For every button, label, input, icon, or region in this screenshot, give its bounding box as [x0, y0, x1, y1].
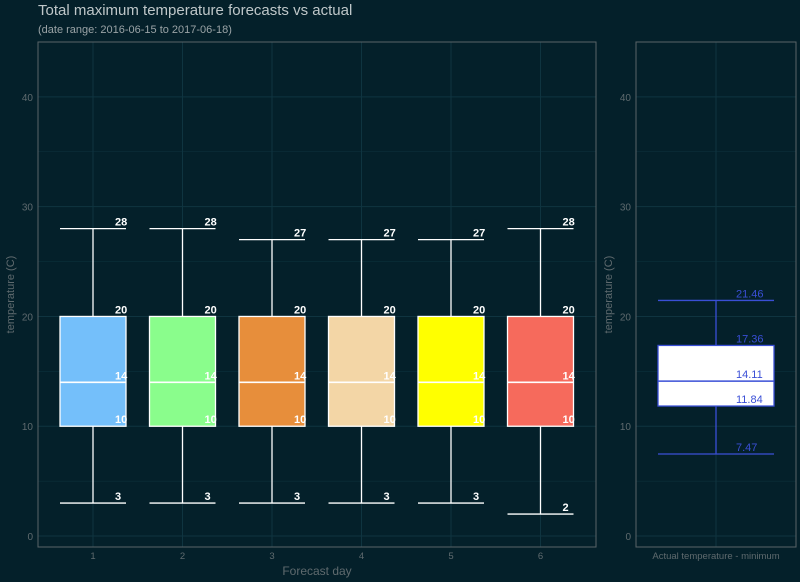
label-max: 28 — [205, 217, 217, 229]
label-q3: 20 — [205, 304, 217, 316]
label-q1: 10 — [384, 414, 396, 426]
label-min: 3 — [115, 491, 121, 503]
label-q3: 20 — [294, 304, 306, 316]
label-median: 14 — [563, 370, 576, 382]
box-iqr — [148, 315, 217, 427]
y-tick-label: 30 — [620, 203, 632, 214]
label-min: 3 — [294, 491, 300, 503]
box-iqr — [417, 315, 485, 427]
y-tick-label: 20 — [620, 312, 632, 323]
y-tick-label: 10 — [22, 422, 34, 433]
x-tick-label: 4 — [359, 551, 364, 562]
label-q1: 10 — [294, 414, 306, 426]
y-tick-label: 10 — [620, 422, 632, 433]
label-q3: 20 — [384, 304, 396, 316]
label-q1: 10 — [563, 414, 575, 426]
y-axis-title: temperature (C) — [5, 256, 17, 334]
y-axis-title: temperature (C) — [603, 256, 615, 334]
box-iqr — [327, 315, 396, 427]
label-min: 3 — [384, 491, 390, 503]
label-min: 3 — [205, 491, 211, 503]
label-max: 27 — [294, 228, 306, 240]
label-min: 2 — [563, 502, 569, 514]
y-tick-label: 0 — [625, 532, 631, 543]
label-median: 14.11 — [736, 369, 763, 381]
y-tick-label: 30 — [22, 203, 34, 214]
x-tick-label: 2 — [180, 551, 185, 562]
panel-border — [635, 41, 797, 548]
y-tick-label: 0 — [27, 532, 33, 543]
y-tick-label: 40 — [620, 93, 632, 104]
label-median: 14 — [384, 370, 397, 382]
label-q1: 10 — [205, 414, 217, 426]
x-tick-label: 1 — [90, 551, 95, 562]
label-median: 14 — [205, 370, 218, 382]
label-q3: 17.36 — [736, 333, 764, 345]
label-max: 27 — [384, 228, 396, 240]
y-tick-label: 40 — [22, 93, 34, 104]
label-max: 27 — [473, 228, 485, 240]
y-tick-label: 20 — [22, 312, 34, 323]
chart-subtitle: (date range: 2016-06-15 to 2017-06-18) — [38, 24, 232, 36]
x-tick-label: 5 — [448, 551, 453, 562]
label-median: 14 — [115, 370, 128, 382]
box-iqr — [59, 315, 127, 427]
label-min: 3 — [473, 491, 479, 503]
label-q1: 11.84 — [736, 394, 763, 406]
x-axis-title: Forecast day — [282, 564, 351, 578]
panel-border — [37, 41, 597, 548]
label-q3: 20 — [473, 304, 485, 316]
label-q3: 20 — [115, 304, 127, 316]
label-median: 14 — [294, 370, 307, 382]
label-max: 28 — [563, 217, 575, 229]
box-iqr — [506, 315, 575, 427]
label-min: 7.47 — [736, 442, 757, 454]
label-max: 28 — [115, 217, 127, 229]
label-q3: 20 — [563, 304, 575, 316]
box-iqr — [238, 315, 306, 427]
box-iqr — [657, 344, 775, 407]
label-median: 14 — [473, 370, 486, 382]
label-q1: 10 — [115, 414, 127, 426]
label-max: 21.46 — [736, 288, 764, 300]
x-tick-label: 6 — [538, 551, 543, 562]
x-tick-label: 3 — [269, 551, 274, 562]
label-q1: 10 — [473, 414, 485, 426]
x-tick-label: Actual temperature - minimum — [652, 551, 779, 562]
chart-title: Total maximum temperature forecasts vs a… — [38, 2, 353, 19]
